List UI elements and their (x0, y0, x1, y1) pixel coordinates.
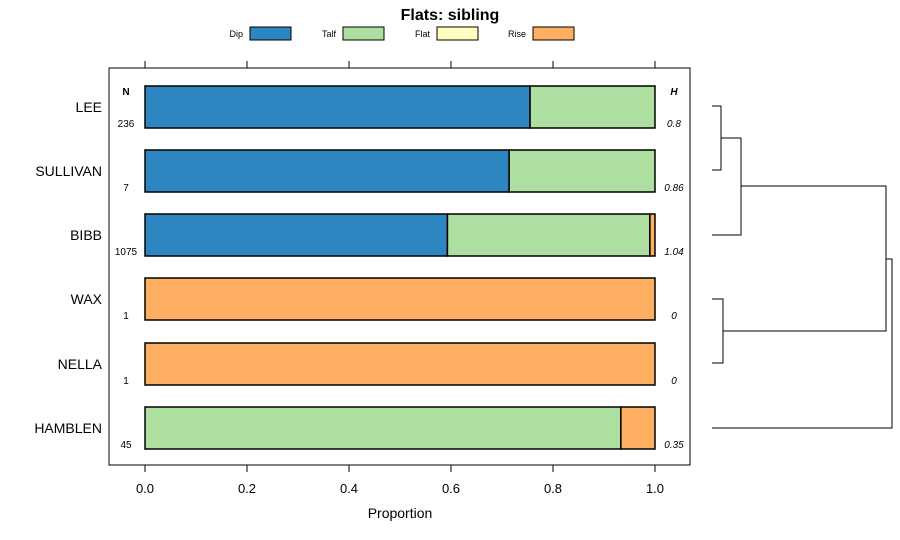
x-tick-label: 0.6 (442, 481, 460, 496)
n-value: 1 (123, 376, 129, 387)
category-label: WAX (71, 291, 103, 307)
bar-bibb-talf (446, 213, 651, 257)
category-label: LEE (76, 99, 102, 115)
legend: Dip Talf Flat Rise (229, 26, 575, 41)
bar-hamblen-rise (620, 406, 656, 450)
plot-frame (108, 67, 691, 466)
bar-sullivan-dip (144, 149, 510, 193)
h-labels: 0.8 0.86 1.04 0 0 0.35 (664, 119, 684, 451)
n-value: 45 (120, 440, 132, 451)
legend-label-talf: Talf (322, 29, 337, 39)
h-value: 0.8 (667, 119, 681, 130)
x-tick-label: 0.8 (544, 481, 562, 496)
n-value: 1075 (115, 247, 138, 258)
bar-sullivan-talf (508, 149, 656, 193)
dendrogram-branch (712, 298, 724, 364)
bar-wax-rise (144, 277, 656, 321)
h-value: 1.04 (664, 247, 684, 258)
legend-label-dip: Dip (229, 29, 243, 39)
n-labels: 236 7 1075 1 1 45 (115, 119, 138, 451)
h-value: 0 (671, 376, 677, 387)
dendrogram-branch (712, 258, 893, 429)
x-tick-label: 0.2 (238, 481, 256, 496)
h-header: H (670, 87, 678, 98)
n-value: 7 (123, 183, 129, 194)
category-label: BIBB (70, 227, 102, 243)
category-labels: LEE SULLIVAN BIBB WAX NELLA HAMBLEN (34, 99, 102, 436)
bar-bibb-dip (144, 213, 449, 257)
legend-swatch-talf (342, 26, 385, 41)
category-label: NELLA (58, 356, 103, 372)
h-value: 0.35 (664, 440, 684, 451)
legend-swatch-flat (436, 26, 479, 41)
x-tick-label: 0.4 (340, 481, 358, 496)
n-header: N (122, 87, 129, 98)
x-axis-title: Proportion (368, 505, 433, 521)
category-label: HAMBLEN (34, 420, 102, 436)
bar-hamblen-talf (144, 406, 622, 450)
dendrogram-branch (712, 137, 742, 236)
legend-label-flat: Flat (415, 29, 431, 39)
x-tick-label: 1.0 (646, 481, 664, 496)
bar-lee-dip (144, 85, 531, 129)
x-tick-label: 0.0 (136, 481, 154, 496)
dendrogram-branch (712, 105, 722, 171)
h-value: 0.86 (664, 183, 684, 194)
bar-nella-rise (144, 342, 656, 386)
h-value: 0 (671, 311, 677, 322)
legend-swatch-dip (249, 26, 292, 41)
legend-swatch-rise (532, 26, 575, 41)
top-axis-ticks (144, 61, 656, 68)
dendrogram-branch (723, 185, 887, 332)
x-axis: 0.0 0.2 0.4 0.6 0.8 1.0 (136, 465, 664, 496)
legend-label-rise: Rise (508, 29, 526, 39)
n-value: 236 (118, 119, 135, 130)
n-value: 1 (123, 311, 129, 322)
bars (144, 85, 656, 450)
chart-title: Flats: sibling (401, 7, 500, 24)
bar-bibb-rise (649, 213, 656, 257)
bar-lee-talf (529, 85, 656, 129)
category-label: SULLIVAN (35, 163, 102, 179)
dendrogram (712, 105, 893, 429)
